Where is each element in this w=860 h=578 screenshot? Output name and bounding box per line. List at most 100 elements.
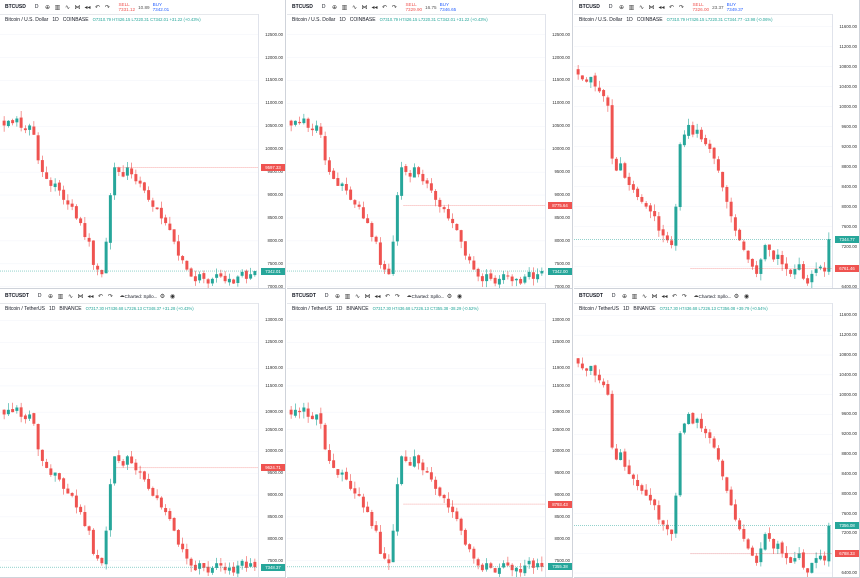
replay-icon[interactable]: ◂◂ — [658, 4, 665, 11]
price-tick: 10500.00 — [265, 123, 283, 129]
symbol-search[interactable]: BTCUSD — [5, 4, 26, 10]
settings-icon[interactable]: ⚙ — [446, 293, 453, 300]
undo-icon[interactable]: ↶ — [98, 293, 104, 300]
candle-body — [738, 229, 742, 241]
undo-icon[interactable]: ↶ — [672, 293, 678, 300]
candle-body — [648, 205, 652, 212]
candle-body — [750, 547, 754, 556]
candle-body — [665, 235, 669, 241]
compare-icon[interactable]: ⋈ — [364, 293, 371, 300]
undo-icon[interactable]: ↶ — [668, 4, 674, 11]
chart-legend: Bitcoin / U.S. Dollar 1D COINBASE O7310.79 … — [292, 17, 488, 23]
snapshot-icon[interactable]: ◉ — [169, 293, 176, 300]
compare-icon[interactable]: ⋈ — [77, 293, 84, 300]
price-axis[interactable]: 11600.00 11200.00 10800.00 10400.00 10000.00… — [832, 303, 859, 577]
redo-icon[interactable]: ↷ — [395, 293, 401, 300]
indicators-icon[interactable]: ∿ — [351, 4, 357, 11]
cloud-icon[interactable]: ☁ — [119, 293, 125, 299]
undo-icon[interactable]: ↶ — [381, 4, 387, 11]
interval-button[interactable]: D — [611, 293, 616, 299]
replay-icon[interactable]: ◂◂ — [374, 293, 381, 300]
replay-icon[interactable]: ◂◂ — [661, 293, 668, 300]
buy-button[interactable]: BUY 7346.65 — [440, 2, 457, 12]
bar-style-icon[interactable]: ▥ — [631, 293, 638, 300]
candle-body — [155, 495, 159, 499]
replay-icon[interactable]: ◂◂ — [84, 4, 91, 11]
bar-style-icon[interactable]: ▥ — [54, 4, 61, 11]
charted-status[interactable]: Charted: Spllo... — [411, 293, 445, 299]
indicators-icon[interactable]: ∿ — [642, 293, 648, 300]
settings-icon[interactable]: ⚙ — [733, 293, 740, 300]
alert-price-tag[interactable]: 8793.43 — [548, 500, 572, 508]
price-axis[interactable]: 13000.00 12500.00 11900.00 11500.00 10900.00… — [545, 303, 572, 577]
candle-body — [340, 472, 344, 475]
plus-circle-icon[interactable]: ⊕ — [48, 293, 54, 300]
plus-circle-icon[interactable]: ⊕ — [622, 293, 628, 300]
sell-button[interactable]: SELL 7331.12 — [118, 2, 135, 12]
redo-icon[interactable]: ↷ — [678, 4, 684, 11]
cloud-icon[interactable]: ☁ — [693, 293, 699, 299]
price-axis[interactable]: 13000.00 12500.00 11900.00 11500.00 10900.00… — [258, 303, 285, 577]
candlestick-chart[interactable] — [0, 14, 259, 289]
compare-icon[interactable]: ⋈ — [361, 4, 368, 11]
candlestick-chart[interactable] — [0, 303, 259, 578]
alert-price-tag[interactable]: 6788.33 — [835, 550, 859, 558]
price-axis[interactable]: 12500.00 12000.00 11500.00 11000.00 10500.00… — [258, 14, 285, 288]
plus-circle-icon[interactable]: ⊕ — [44, 4, 50, 11]
interval-button[interactable]: D — [321, 4, 326, 10]
price-axis[interactable]: 11600.00 11200.00 10800.00 10400.00 10000.00… — [832, 14, 859, 288]
redo-icon[interactable]: ↷ — [108, 293, 114, 300]
candlestick-chart[interactable] — [287, 303, 546, 578]
compare-icon[interactable]: ⋈ — [74, 4, 81, 11]
replay-icon[interactable]: ◂◂ — [371, 4, 378, 11]
alert-price-tag[interactable]: 9597.33 — [261, 164, 285, 172]
alert-price-tag[interactable]: 9624.71 — [261, 464, 285, 472]
indicators-icon[interactable]: ∿ — [64, 4, 70, 11]
interval-button[interactable]: D — [37, 293, 42, 299]
interval-button[interactable]: D — [324, 293, 329, 299]
undo-icon[interactable]: ↶ — [385, 293, 391, 300]
symbol-search[interactable]: BTCUSD — [579, 4, 600, 10]
redo-icon[interactable]: ↷ — [391, 4, 397, 11]
alert-price-tag[interactable]: 6761.46 — [835, 264, 859, 272]
replay-icon[interactable]: ◂◂ — [87, 293, 94, 300]
sell-button[interactable]: SELL 7326.00 — [692, 2, 709, 12]
symbol-search[interactable]: BTCUSD — [292, 4, 313, 10]
compare-icon[interactable]: ⋈ — [651, 293, 658, 300]
indicators-icon[interactable]: ∿ — [355, 293, 361, 300]
symbol-search[interactable]: BTCUSDT — [5, 293, 29, 299]
buy-button[interactable]: BUY 7349.37 — [727, 2, 744, 12]
charted-status[interactable]: Charted: Spllo... — [124, 293, 158, 299]
compare-icon[interactable]: ⋈ — [648, 4, 655, 11]
snapshot-icon[interactable]: ◉ — [743, 293, 750, 300]
charted-status[interactable]: Charted: Spllo... — [698, 293, 732, 299]
bar-style-icon[interactable]: ▥ — [57, 293, 64, 300]
indicators-icon[interactable]: ∿ — [638, 4, 644, 11]
sell-button[interactable]: SELL 7329.90 — [405, 2, 422, 12]
plus-circle-icon[interactable]: ⊕ — [335, 293, 341, 300]
bar-style-icon[interactable]: ▥ — [344, 293, 351, 300]
buy-button[interactable]: BUY 7342.01 — [153, 2, 170, 12]
snapshot-icon[interactable]: ◉ — [456, 293, 463, 300]
symbol-search[interactable]: BTCUSDT — [292, 293, 316, 299]
plus-circle-icon[interactable]: ⊕ — [618, 4, 624, 11]
indicators-icon[interactable]: ∿ — [68, 293, 74, 300]
interval-button[interactable]: D — [608, 4, 613, 10]
candlestick-chart[interactable] — [574, 14, 833, 289]
plus-circle-icon[interactable]: ⊕ — [331, 4, 337, 11]
bar-style-icon[interactable]: ▥ — [341, 4, 348, 11]
candle-body — [678, 144, 682, 208]
symbol-search[interactable]: BTCUSDT — [579, 293, 603, 299]
interval-button[interactable]: D — [34, 4, 39, 10]
bar-style-icon[interactable]: ▥ — [628, 4, 635, 11]
redo-icon[interactable]: ↷ — [682, 293, 688, 300]
cloud-icon[interactable]: ☁ — [406, 293, 412, 299]
undo-icon[interactable]: ↶ — [94, 4, 100, 11]
sell-label: SELL — [118, 2, 130, 7]
candlestick-chart[interactable] — [574, 303, 833, 578]
alert-price-tag[interactable]: 8775.64 — [548, 201, 572, 209]
price-axis[interactable]: 12500.00 12000.00 11500.00 11000.00 10500.00… — [545, 14, 572, 288]
candlestick-chart[interactable] — [287, 14, 546, 289]
redo-icon[interactable]: ↷ — [104, 4, 110, 11]
settings-icon[interactable]: ⚙ — [159, 293, 166, 300]
